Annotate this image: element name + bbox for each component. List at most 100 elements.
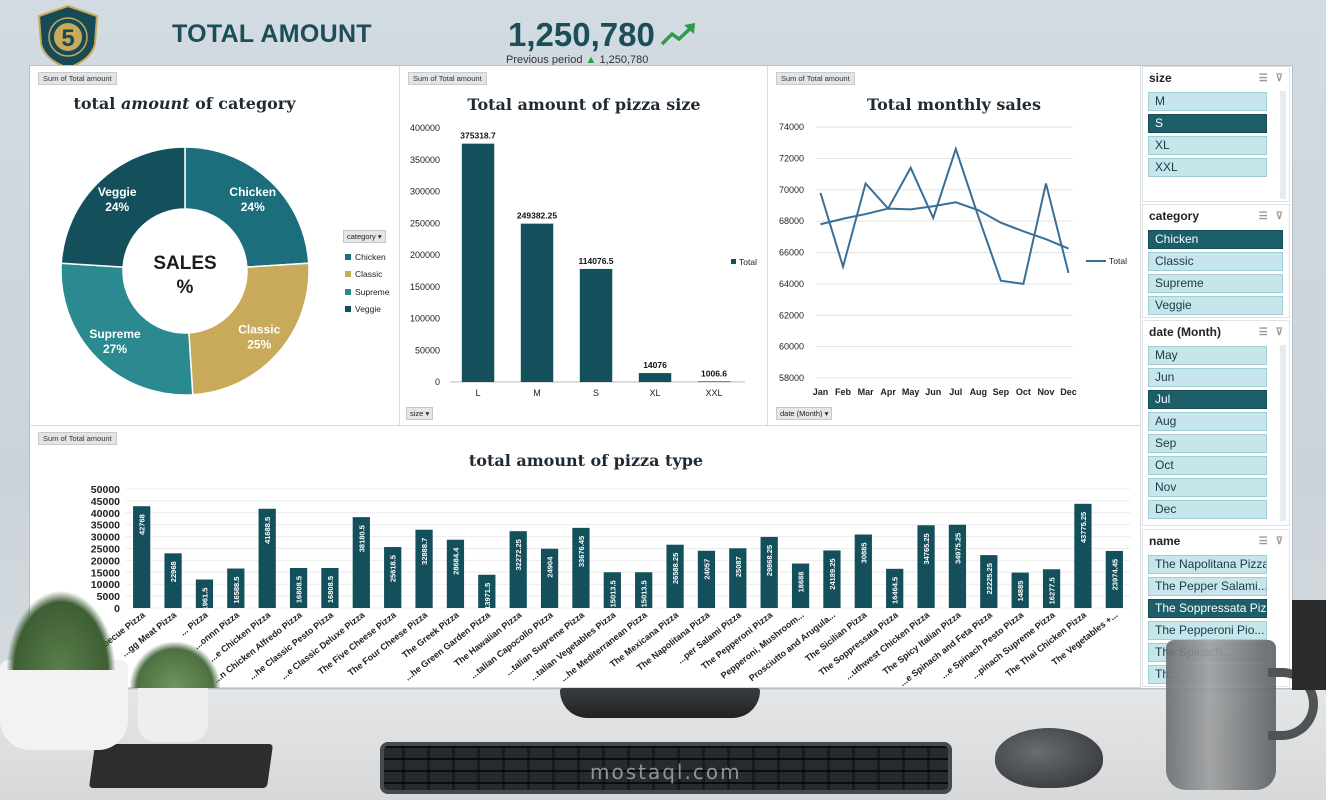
bar-pizza-type[interactable] (133, 506, 151, 608)
bar-XXL[interactable] (697, 381, 731, 382)
slicer-item[interactable]: Veggie (1148, 296, 1283, 315)
bar-value-label: 249382.25 (517, 211, 557, 221)
bar-pizza-type[interactable] (980, 555, 998, 608)
x-tick-label: Apr (880, 387, 896, 397)
axis-filter-button[interactable]: size ▾ (406, 407, 434, 420)
bar-M[interactable] (520, 223, 554, 382)
x-tick-label: Mar (858, 387, 875, 397)
multi-select-icon[interactable]: ☰ (1258, 535, 1268, 547)
x-tick-label: Sep (993, 387, 1010, 397)
bar-pizza-type[interactable] (384, 547, 402, 608)
bar-value-label: 13971.5 (483, 583, 492, 610)
y-tick-label: 64000 (779, 279, 804, 289)
field-tag[interactable]: Sum of Total amount (38, 432, 117, 445)
bar-pizza-type[interactable] (446, 539, 465, 608)
bar-pizza-type[interactable] (760, 536, 778, 608)
bar-S[interactable] (579, 268, 613, 382)
y-tick-label: 62000 (779, 310, 804, 320)
bar-pizza-type[interactable] (258, 508, 276, 608)
slicer-item[interactable]: The Napolitana Pizza (1148, 555, 1267, 574)
legend-swatch (345, 253, 351, 260)
legend-swatch (345, 306, 351, 313)
slicer-items: M S XL XXL (1143, 92, 1289, 177)
slicer-item[interactable]: XL (1148, 136, 1267, 155)
bar-value-label: 25087 (734, 556, 743, 577)
bar-pizza-type[interactable] (1011, 572, 1029, 608)
bar-pizza-type[interactable] (572, 527, 590, 608)
notebook-image (88, 744, 274, 788)
clear-filter-icon[interactable]: ⊽ (1275, 72, 1283, 84)
slicer-item[interactable]: Supreme (1148, 274, 1283, 293)
slicer-item[interactable]: Oct (1148, 456, 1267, 475)
bar-value-label: 24904 (546, 556, 555, 578)
bar-pizza-type[interactable] (1074, 503, 1092, 608)
bar-pizza-type[interactable] (415, 529, 433, 608)
bar-pizza-type[interactable] (917, 525, 935, 608)
bar-pizza-type[interactable] (478, 574, 496, 608)
slicer-item[interactable]: Jun (1148, 368, 1267, 387)
bar-pizza-type[interactable] (729, 548, 747, 608)
bar-pizza-type[interactable] (886, 568, 904, 608)
scrollbar[interactable] (1280, 91, 1286, 199)
scrollbar[interactable] (1280, 345, 1286, 521)
bar-pizza-type[interactable] (227, 568, 245, 608)
field-tag[interactable]: Sum of Total amount (408, 72, 487, 85)
legend-filter-button[interactable]: category ▾ (343, 230, 386, 243)
y-tick-label: 20000 (91, 555, 120, 567)
slicer-title: size (1149, 71, 1172, 85)
clear-filter-icon[interactable]: ⊽ (1275, 210, 1283, 222)
slicer-item[interactable]: The Pepperoni Pio... (1148, 621, 1267, 640)
pizza-type-bar-chart: total amount of pizza type05000100001500… (91, 451, 1130, 688)
clear-filter-icon[interactable]: ⊽ (1275, 535, 1283, 547)
watermark: mostaql.com (590, 760, 742, 784)
slicer-item[interactable]: M (1148, 92, 1267, 111)
slicer-item[interactable]: XXL (1148, 158, 1267, 177)
slicer-item[interactable]: Dec (1148, 500, 1267, 519)
bar-pizza-type[interactable] (791, 563, 810, 608)
bar-XL[interactable] (638, 373, 672, 382)
multi-select-icon[interactable]: ☰ (1258, 326, 1268, 338)
y-tick-label: 10000 (91, 579, 120, 591)
bar-pizza-type[interactable] (195, 579, 214, 608)
bar-L[interactable] (461, 143, 495, 382)
slicer-item[interactable]: Aug (1148, 412, 1267, 431)
slicer-item[interactable]: The Pepper Salami... (1148, 577, 1267, 596)
slicer-item[interactable]: Nov (1148, 478, 1267, 497)
bar-pizza-type[interactable] (1105, 550, 1123, 608)
bar-pizza-type[interactable] (635, 572, 653, 608)
clear-filter-icon[interactable]: ⊽ (1275, 326, 1283, 338)
axis-filter-button[interactable]: date (Month) ▾ (776, 407, 833, 420)
bar-pizza-type[interactable] (666, 544, 684, 608)
logo: 5 (35, 4, 101, 70)
slicer-item[interactable]: The Soppressata Pizza (1148, 599, 1267, 618)
chart-title: total amount of pizza type (469, 451, 703, 470)
bar-pizza-type[interactable] (854, 534, 872, 608)
bar-pizza-type[interactable] (321, 567, 339, 608)
bar-pizza-type[interactable] (509, 531, 527, 608)
bar-pizza-type[interactable] (1042, 569, 1061, 608)
slicer-item[interactable]: Jul (1148, 390, 1267, 409)
bar-pizza-type[interactable] (697, 550, 716, 608)
slicer-item[interactable]: S (1148, 114, 1267, 133)
donut-slice-veggie[interactable] (60, 146, 186, 268)
bar-pizza-type[interactable] (603, 572, 621, 608)
bar-value-label: 32888.7 (420, 538, 429, 565)
donut-slice-supreme[interactable] (60, 262, 194, 396)
bar-pizza-type[interactable] (823, 550, 841, 608)
donut-slice-chicken[interactable] (184, 146, 310, 268)
bar-pizza-type[interactable] (948, 524, 967, 608)
multi-select-icon[interactable]: ☰ (1258, 210, 1268, 222)
slicer-item[interactable]: May (1148, 346, 1267, 365)
slicer-item[interactable]: Chicken (1148, 230, 1283, 249)
slicer-item[interactable]: Sep (1148, 434, 1267, 453)
donut-slice-classic[interactable] (188, 262, 310, 396)
field-tag[interactable]: Sum of Total amount (776, 72, 855, 85)
field-tag[interactable]: Sum of Total amount (38, 72, 117, 85)
bar-pizza-type[interactable] (289, 567, 308, 608)
multi-select-icon[interactable]: ☰ (1258, 72, 1268, 84)
slicer-item[interactable]: Classic (1148, 252, 1283, 271)
series-line[interactable] (819, 145, 1070, 285)
bar-pizza-type[interactable] (164, 553, 182, 608)
bar-pizza-type[interactable] (352, 517, 370, 608)
bar-pizza-type[interactable] (540, 548, 559, 608)
